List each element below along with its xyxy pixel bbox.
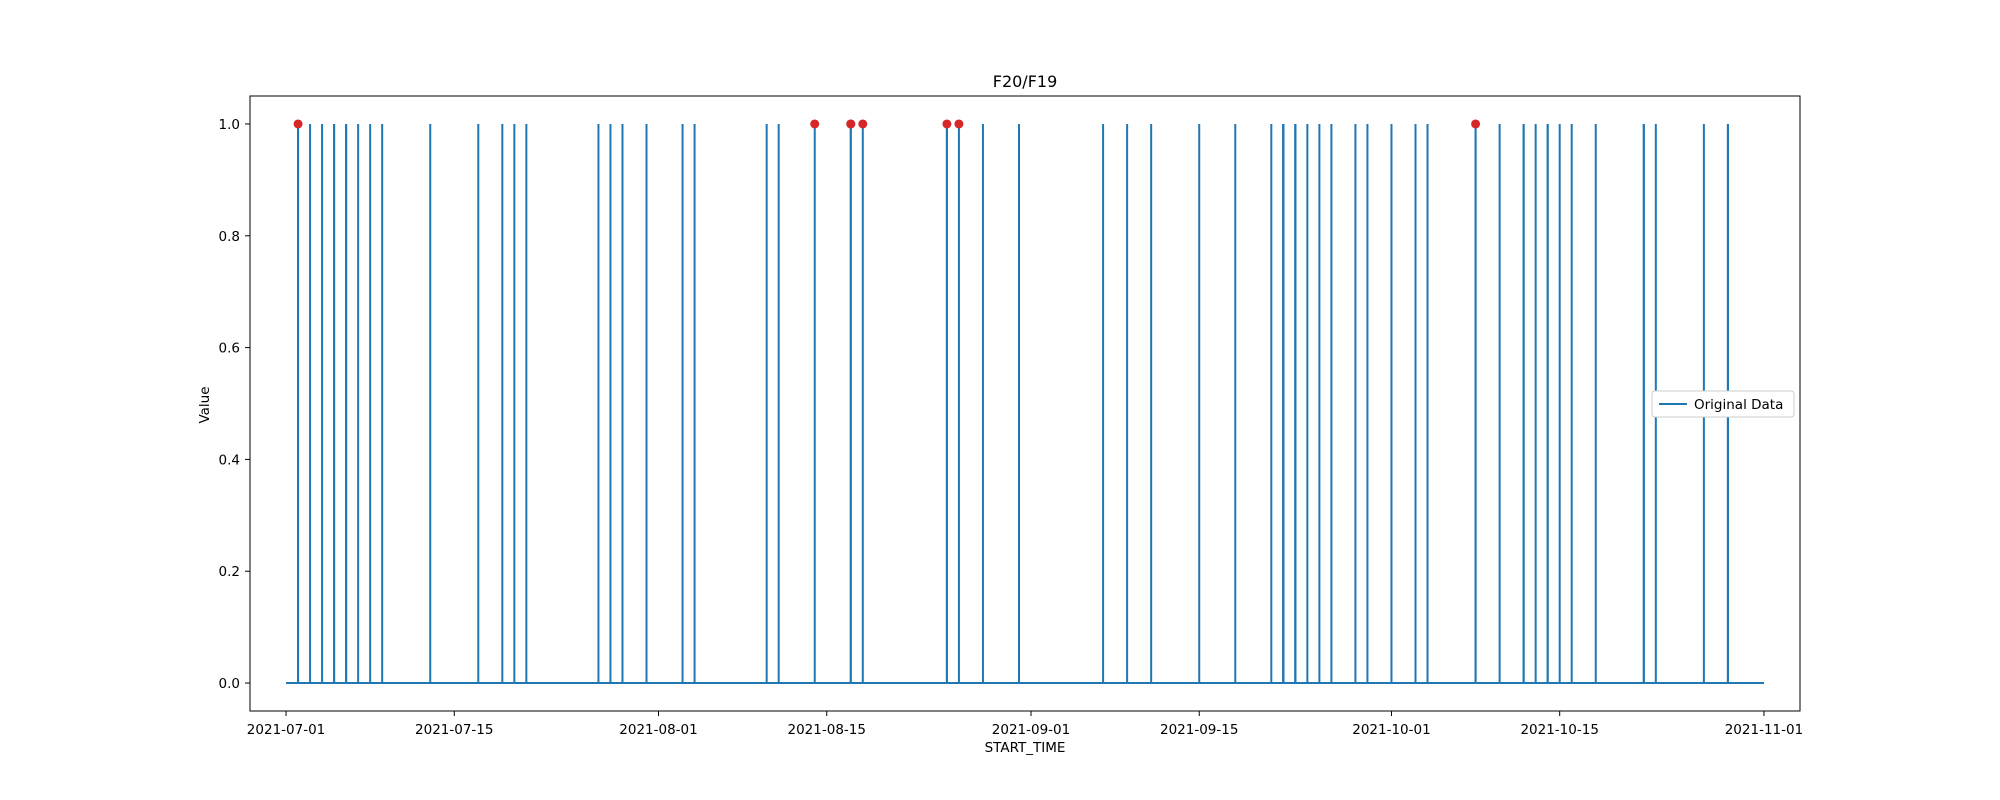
y-axis-title: Value: [197, 386, 213, 423]
x-tick-label: 2021-08-15: [788, 722, 866, 738]
y-tick-label: 0.4: [219, 452, 240, 468]
axes-frame: [249, 95, 1801, 712]
legend: Original Data: [1651, 390, 1795, 418]
x-tick-label: 2021-10-15: [1520, 722, 1598, 738]
y-tick-label: 1.0: [219, 117, 240, 133]
y-tick-label: 0.0: [219, 676, 240, 692]
legend-label: Original Data: [1694, 397, 1783, 413]
x-tick-label: 2021-07-01: [247, 722, 325, 738]
plot-area: [286, 119, 1764, 685]
x-tick-label: 2021-08-01: [619, 722, 697, 738]
y-tick-label: 0.6: [219, 341, 240, 357]
highlight-point: [954, 119, 964, 129]
axes: 2021-07-01 2021-07-15 2021-08-01 2021-08-15…: [219, 95, 1803, 738]
highlight-point: [858, 119, 868, 129]
x-tick-label: 2021-11-01: [1725, 722, 1803, 738]
highlight-point: [810, 119, 820, 129]
x-axis-title: START_TIME: [985, 740, 1066, 756]
highlight-point: [1471, 119, 1481, 129]
chart-title: F20/F19: [993, 72, 1058, 91]
highlight-point: [846, 119, 856, 129]
highlight-point: [942, 119, 952, 129]
x-tick-label: 2021-07-15: [415, 722, 493, 738]
highlight-point: [293, 119, 303, 129]
legend-box: [1651, 390, 1795, 418]
y-tick-label: 0.2: [219, 564, 240, 580]
y-tick-label: 0.8: [219, 229, 240, 245]
x-tick-label: 2021-10-01: [1352, 722, 1430, 738]
x-tick-label: 2021-09-01: [992, 722, 1070, 738]
x-tick-label: 2021-09-15: [1160, 722, 1238, 738]
